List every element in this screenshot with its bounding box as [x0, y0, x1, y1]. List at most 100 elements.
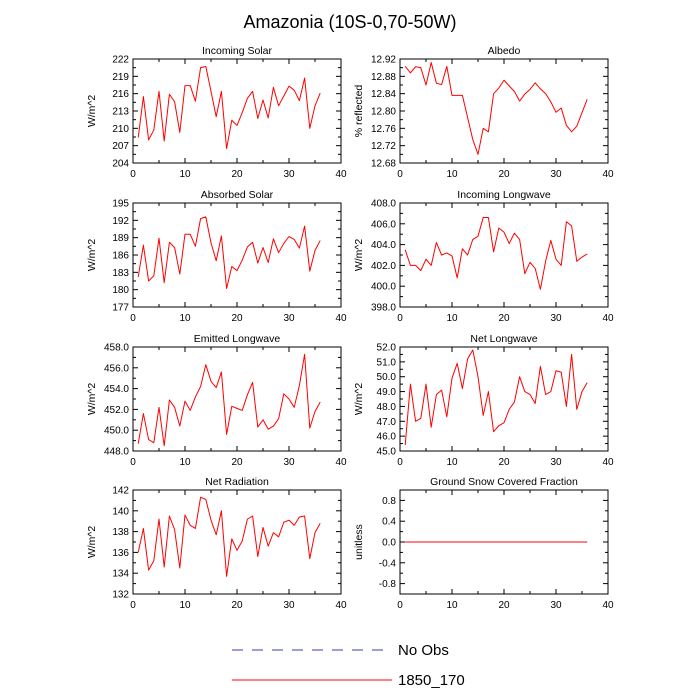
panel-absorbed-solar: Absorbed Solar 177 180 183 186 189 192 195 0 10 20…	[86, 189, 347, 324]
x-tick-label: 30	[550, 313, 562, 324]
panel-title-net-longwave: Net Longwave	[470, 333, 537, 345]
x-tick-label: 40	[335, 600, 347, 611]
x-tick-label: 20	[498, 169, 510, 180]
y-tick-label: 448.0	[104, 447, 129, 458]
legend: No Obs 1850_170	[232, 642, 465, 689]
x-tick-label: 20	[231, 169, 243, 180]
x-tick-label: 40	[602, 457, 614, 468]
y-axis-label-absorbed-solar: W/m^2	[86, 239, 98, 272]
y-tick-label: 136	[112, 548, 129, 559]
y-tick-label: 210	[112, 124, 129, 135]
y-tick-label: 180	[112, 285, 129, 296]
x-tick-label: 30	[283, 457, 295, 468]
y-tick-label: 12.72	[371, 141, 396, 152]
panel-title-emitted-longwave: Emitted Longwave	[194, 333, 281, 345]
y-tick-label: 406.0	[371, 219, 396, 230]
panel-incoming-solar: Incoming Solar 204 207 210 213 216 219 222 0 10 20…	[86, 45, 347, 180]
x-tick-label: 0	[397, 457, 403, 468]
x-tick-label: 30	[550, 169, 562, 180]
x-tick-label: 10	[179, 457, 191, 468]
y-tick-label: 49.0	[377, 387, 397, 398]
legend-label-1850-170: 1850_170	[398, 672, 465, 689]
y-tick-label: 219	[112, 72, 129, 83]
y-tick-label: 140	[112, 506, 129, 517]
x-tick-label: 0	[397, 169, 403, 180]
x-tick-label: 10	[179, 600, 191, 611]
y-tick-label: 456.0	[104, 363, 129, 374]
x-tick-label: 10	[179, 169, 191, 180]
plot-frame-net-radiation	[132, 489, 342, 595]
y-tick-label: 183	[112, 268, 129, 279]
x-tick-label: 30	[283, 600, 295, 611]
y-tick-label: 213	[112, 107, 129, 118]
panel-title-ground-snow-covered-fraction: Ground Snow Covered Fraction	[430, 476, 578, 488]
y-tick-label: 402.0	[371, 261, 396, 272]
panel-ground-snow-covered-fraction: Ground Snow Covered Fraction -0.8 -0.4 0.0 0…	[353, 476, 614, 611]
y-tick-label: 192	[112, 216, 129, 227]
y-tick-label: 12.80	[371, 107, 396, 118]
x-tick-label: 40	[335, 457, 347, 468]
y-tick-label: 207	[112, 141, 129, 152]
x-tick-label: 0	[130, 313, 136, 324]
x-tick-label: 40	[602, 313, 614, 324]
panel-title-albedo: Albedo	[488, 45, 521, 57]
y-tick-label: 46.0	[377, 432, 397, 443]
series-line-1850-170-incoming-solar	[137, 66, 321, 150]
y-tick-label: 52.0	[377, 343, 397, 354]
x-tick-label: 40	[602, 600, 614, 611]
panel-albedo: Albedo 12.68 12.72 12.76 12.80 12.84 12.88 12.9…	[353, 45, 614, 180]
y-tick-label: 450.0	[104, 426, 129, 437]
y-axis-label-incoming-longwave: W/m^2	[353, 239, 365, 272]
x-tick-label: 20	[231, 600, 243, 611]
x-tick-label: 10	[446, 169, 458, 180]
x-tick-label: 20	[231, 313, 243, 324]
y-tick-label: 45.0	[377, 447, 397, 458]
y-axis-label-net-longwave: W/m^2	[353, 383, 365, 416]
y-tick-label: -0.8	[379, 579, 397, 590]
y-tick-label: 189	[112, 233, 129, 244]
x-tick-label: 40	[335, 169, 347, 180]
y-tick-label: 186	[112, 251, 129, 262]
x-tick-label: 0	[130, 169, 136, 180]
plot-frame-net-longwave	[399, 346, 609, 452]
y-tick-label: -0.4	[379, 558, 397, 569]
x-tick-label: 40	[602, 169, 614, 180]
x-tick-label: 20	[498, 313, 510, 324]
panel-title-absorbed-solar: Absorbed Solar	[201, 189, 274, 201]
plot-frame-absorbed-solar	[132, 202, 342, 308]
x-tick-label: 0	[397, 600, 403, 611]
x-tick-label: 20	[231, 457, 243, 468]
series-line-1850-170-net-radiation	[137, 496, 321, 577]
y-tick-label: 0.0	[382, 538, 396, 549]
y-tick-label: 452.0	[104, 405, 129, 416]
x-tick-label: 10	[446, 600, 458, 611]
y-axis-label-albedo: % reflected	[353, 85, 365, 138]
y-tick-label: 458.0	[104, 343, 129, 354]
y-tick-label: 12.92	[371, 55, 396, 66]
x-tick-label: 30	[550, 457, 562, 468]
plot-frame-incoming-longwave	[399, 202, 609, 308]
figure-title: Amazonia (10S-0,70-50W)	[243, 12, 456, 32]
panel-title-net-radiation: Net Radiation	[205, 476, 269, 488]
y-tick-label: 12.84	[371, 89, 396, 100]
x-tick-label: 0	[397, 313, 403, 324]
x-tick-label: 10	[179, 313, 191, 324]
plot-frame-emitted-longwave	[132, 346, 342, 452]
y-tick-label: 134	[112, 569, 129, 580]
y-tick-label: 48.0	[377, 402, 397, 413]
x-tick-label: 30	[283, 313, 295, 324]
y-tick-label: 51.0	[377, 357, 397, 368]
panel-title-incoming-solar: Incoming Solar	[202, 45, 273, 57]
x-tick-label: 40	[335, 313, 347, 324]
x-tick-label: 20	[498, 600, 510, 611]
y-tick-label: 408.0	[371, 199, 396, 210]
y-tick-label: 0.4	[382, 517, 396, 528]
series-line-1850-170-net-longwave	[404, 349, 588, 446]
x-tick-label: 20	[498, 457, 510, 468]
y-tick-label: 142	[112, 486, 129, 497]
y-tick-label: 50.0	[377, 372, 397, 383]
y-axis-label-incoming-solar: W/m^2	[86, 95, 98, 128]
panel-emitted-longwave: Emitted Longwave 448.0 450.0 452.0 454.0 456.…	[86, 333, 347, 468]
panel-net-radiation: Net Radiation 132 134 136 138 140 142 0 10 20 30 40…	[86, 476, 347, 611]
